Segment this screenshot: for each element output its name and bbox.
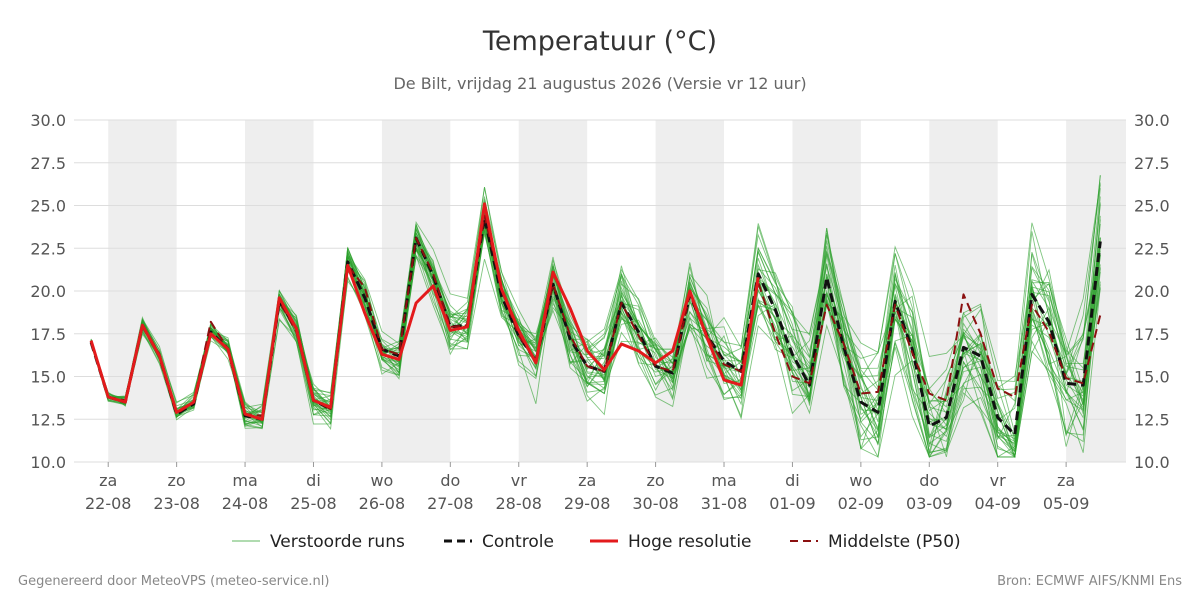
y-tick-label-right: 27.5: [1134, 154, 1170, 173]
x-tick-day-label: wo: [370, 471, 393, 490]
x-tick-day-label: za: [578, 471, 596, 490]
x-tick-day-label: zo: [646, 471, 664, 490]
chart-subtitle: De Bilt, vrijdag 21 augustus 2026 (Versi…: [393, 74, 806, 93]
ensemble-member-line: [90, 224, 1101, 458]
y-tick-label-left: 17.5: [30, 325, 66, 344]
x-tick-day-label: wo: [849, 471, 872, 490]
y-tick-label-right: 22.5: [1134, 239, 1170, 258]
x-tick-day-label: ma: [711, 471, 736, 490]
x-axis: za 22-08 zo 23-08 ma 24-08 di 25-08 wo 26-08 do 27-…: [85, 462, 1089, 513]
ensemble-member-line: [90, 188, 1101, 458]
y-tick-label-right: 20.0: [1134, 282, 1170, 301]
y-tick-label-left: 27.5: [30, 154, 66, 173]
footer-generated-by: Gegenereerd door MeteoVPS (meteo-service…: [18, 574, 329, 589]
x-tick-date-label: 30-08: [632, 494, 679, 513]
y-tick-label-right: 17.5: [1134, 325, 1170, 344]
main-series: [89, 202, 1102, 437]
x-tick-day-label: za: [99, 471, 117, 490]
y-tick-label-left: 20.0: [30, 282, 66, 301]
y-tick-label-right: 15.0: [1134, 368, 1170, 387]
y-tick-label-right: 10.0: [1134, 453, 1170, 472]
y-tick-label-right: 12.5: [1134, 410, 1170, 429]
ensemble-runs: [90, 174, 1101, 459]
x-tick-day-label: vr: [990, 471, 1006, 490]
x-tick-day-label: vr: [511, 471, 527, 490]
x-tick-date-label: 03-09: [906, 494, 953, 513]
legend-control-label: Controle: [482, 532, 554, 552]
x-tick-date-label: 27-08: [427, 494, 474, 513]
x-tick-date-label: 22-08: [85, 494, 132, 513]
y-tick-label-right: 30.0: [1134, 111, 1170, 130]
x-tick-date-label: 24-08: [222, 494, 269, 513]
x-tick-date-label: 23-08: [153, 494, 200, 513]
x-tick-day-label: za: [1057, 471, 1075, 490]
x-tick-day-label: do: [440, 471, 460, 490]
y-tick-label-right: 25.0: [1134, 197, 1170, 216]
series-line-middelste-p50: [90, 214, 1102, 417]
x-tick-day-label: di: [306, 471, 321, 490]
legend: Verstoorde runs Controle Hoge resolutie …: [232, 532, 961, 552]
x-tick-date-label: 01-09: [769, 494, 816, 513]
x-tick-date-label: 25-08: [290, 494, 337, 513]
y-tick-label-left: 12.5: [30, 410, 66, 429]
x-tick-date-label: 04-09: [974, 494, 1021, 513]
legend-highres-label: Hoge resolutie: [628, 532, 752, 552]
y-tick-label-left: 22.5: [30, 239, 66, 258]
x-tick-date-label: 26-08: [359, 494, 406, 513]
y-tick-label-left: 15.0: [30, 368, 66, 387]
x-tick-day-label: zo: [168, 471, 186, 490]
x-tick-day-label: ma: [232, 471, 257, 490]
legend-ensemble-label: Verstoorde runs: [270, 532, 405, 552]
y-tick-label-left: 25.0: [30, 197, 66, 216]
y-tick-label-left: 30.0: [30, 111, 66, 130]
x-tick-date-label: 05-09: [1043, 494, 1090, 513]
x-tick-day-label: di: [785, 471, 800, 490]
chart-title: Temperatuur (°C): [482, 26, 717, 57]
y-axis-left: 10.0 12.5 15.0 17.5 20.0 22.5 25.0 27.5 30.0: [30, 111, 66, 472]
y-tick-label-left: 10.0: [30, 453, 66, 472]
x-tick-date-label: 29-08: [564, 494, 611, 513]
y-axis-right: 10.0 12.5 15.0 17.5 20.0 22.5 25.0 27.5 30.0: [1134, 111, 1170, 472]
x-tick-date-label: 02-09: [838, 494, 885, 513]
ensemble-member-line: [90, 222, 1101, 453]
ensemble-member-line: [90, 219, 1101, 458]
ensemble-member-line: [90, 199, 1101, 455]
series-line-hoge-resolutie: [89, 202, 760, 421]
x-tick-date-label: 28-08: [495, 494, 542, 513]
ensemble-member-line: [90, 210, 1101, 440]
x-tick-day-label: do: [919, 471, 939, 490]
footer-source: Bron: ECMWF AIFS/KNMI Ens: [997, 574, 1182, 589]
legend-p50-label: Middelste (P50): [828, 532, 961, 552]
x-tick-date-label: 31-08: [701, 494, 748, 513]
